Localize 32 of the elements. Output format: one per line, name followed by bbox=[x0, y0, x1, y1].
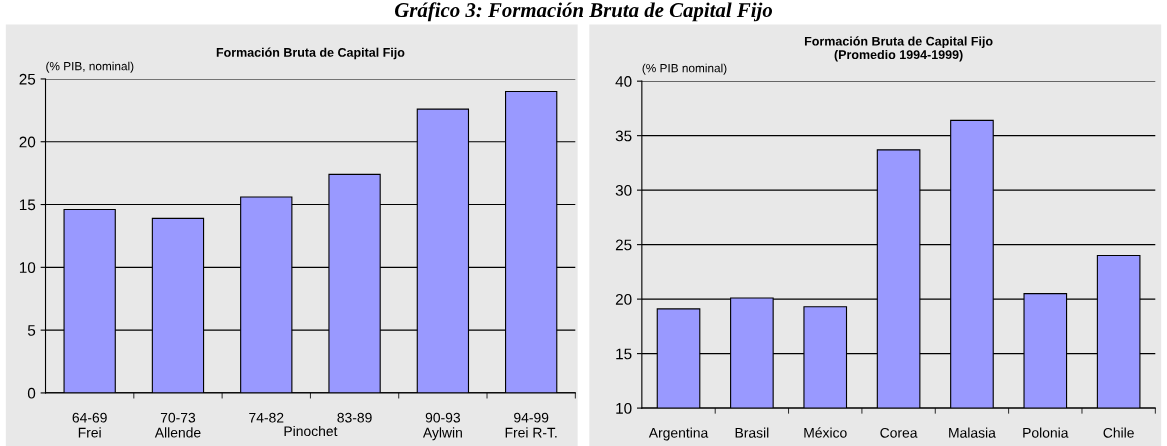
y-tick-label: 30 bbox=[615, 185, 632, 196]
chart-title: Formación Bruta de Capital Fijo (Promedio 1994-1999) bbox=[804, 36, 993, 62]
x-tick-label: 90-93 Aylwin bbox=[422, 412, 462, 441]
y-tick-label: 10 bbox=[19, 262, 36, 274]
chart-title: Formación Bruta de Capital Fijo bbox=[216, 47, 405, 60]
x-tick-label: Argentina bbox=[648, 427, 709, 441]
x-tick-label: Chile bbox=[1103, 427, 1134, 438]
text: Pinochet bbox=[284, 425, 338, 437]
y-tick-label: 15 bbox=[19, 199, 36, 211]
x-tick-label: 94-99 Frei R-T. bbox=[505, 412, 557, 438]
y-tick-label: 5 bbox=[27, 325, 36, 336]
text: Gráfico 3: Formación Bruta de Capital Fijo bbox=[394, 2, 773, 22]
y-tick-label: 40 bbox=[615, 76, 632, 87]
y-tick-label: 10 bbox=[616, 402, 632, 414]
y-tick-label: 20 bbox=[19, 136, 36, 148]
x-tick-label: Corea bbox=[880, 427, 918, 438]
x-tick-label: Polonia bbox=[1023, 427, 1069, 438]
y-tick-label: 35 bbox=[615, 130, 632, 142]
x-tick-label: Malasia bbox=[949, 427, 996, 438]
x-tick-label: 83-89 bbox=[337, 412, 372, 423]
y-tick-label: 15 bbox=[616, 348, 632, 360]
x-tick-label: 64-69 Frei bbox=[72, 412, 107, 438]
y-axis-title: (% PIB nominal) bbox=[642, 63, 727, 75]
x-tick-label: Brasil bbox=[735, 427, 769, 438]
y-axis-title: (% PIB, nominal) bbox=[46, 61, 134, 73]
y-tick-label: 25 bbox=[19, 73, 36, 85]
y-tick-label: 0 bbox=[27, 387, 36, 399]
y-tick-label: 25 bbox=[615, 239, 632, 251]
x-tick-label: México bbox=[804, 427, 847, 438]
y-tick-label: 20 bbox=[615, 293, 632, 305]
x-tick-label: 70-73 Allende bbox=[154, 412, 201, 438]
x-tick-label: 74-82 bbox=[249, 412, 284, 423]
